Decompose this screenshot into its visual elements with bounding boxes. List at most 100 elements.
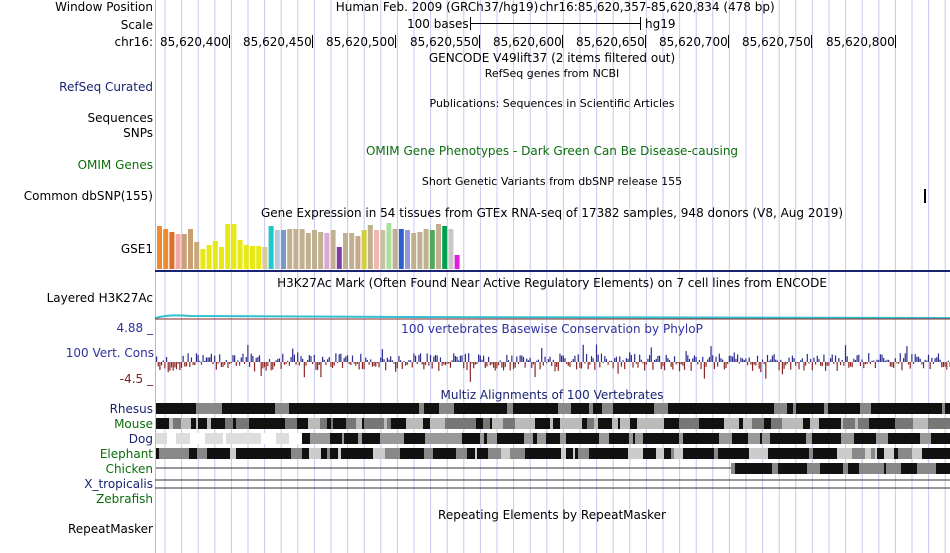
cons-bar-positive — [456, 356, 458, 362]
cons-bar-positive — [287, 360, 289, 362]
species-label-elephant[interactable]: Elephant — [99, 447, 153, 461]
cons-bar-positive — [307, 360, 309, 362]
multiz-block — [308, 418, 320, 429]
multiz-block — [907, 403, 920, 414]
cons-bar-negative — [869, 362, 871, 365]
position-text[interactable]: chr16:85,620,357-85,620,834 (478 bp) — [539, 0, 775, 14]
multiz-block — [258, 448, 263, 459]
cons-bar-positive — [250, 353, 252, 362]
species-label-mouse[interactable]: Mouse — [114, 417, 153, 431]
cons-bar-positive — [300, 356, 302, 362]
multiz-block — [582, 418, 587, 429]
multiz-block — [589, 448, 596, 459]
cons-bar-negative — [267, 362, 269, 367]
multiz-block — [462, 433, 464, 444]
cons-bar-negative — [273, 362, 276, 367]
multiz-block — [865, 448, 871, 459]
repeat-track-title[interactable]: Repeating Elements by RepeatMasker — [438, 508, 666, 522]
cons-track-label[interactable]: 100 Vert. Cons — [65, 346, 154, 360]
cons-bar-positive — [419, 353, 422, 362]
cons-bar-negative — [898, 362, 900, 364]
cons-bar-positive — [640, 359, 642, 362]
multiz-block — [739, 418, 743, 429]
cons-bar-positive — [479, 355, 481, 362]
pubs-track-label-snps[interactable]: SNPs — [123, 126, 153, 140]
multiz-block — [424, 448, 433, 459]
cons-bar-positive — [232, 355, 234, 362]
multiz-block — [650, 403, 654, 414]
omim-track-title[interactable]: OMIM Gene Phenotypes - Dark Green Can Be… — [365, 144, 739, 158]
cons-bar-positive — [649, 355, 651, 362]
multiz-block — [637, 403, 650, 414]
cons-bar-negative — [315, 362, 317, 370]
multiz-block — [942, 403, 945, 414]
species-label-xtropicalis[interactable]: X_tropicalis — [84, 477, 153, 491]
multiz-block — [841, 433, 854, 444]
cons-track-title[interactable]: 100 vertebrates Basewise Conservation by… — [401, 322, 703, 336]
multiz-block — [928, 418, 938, 429]
species-label-chicken[interactable]: Chicken — [105, 462, 153, 476]
multiz-block — [628, 448, 643, 459]
cons-bar-positive — [876, 359, 878, 362]
multiz-block — [282, 448, 291, 459]
cons-bar-positive — [597, 354, 599, 362]
gtex-bar — [299, 229, 305, 269]
multiz-block — [330, 448, 333, 459]
cons-bar-negative — [746, 362, 749, 366]
cons-bar-positive — [788, 357, 790, 362]
gencode-track-title[interactable]: GENCODE V49lift37 (2 items filtered out) — [428, 51, 676, 65]
snp-marker[interactable] — [924, 189, 926, 203]
multiz-block — [409, 448, 424, 459]
cons-bar-positive — [685, 351, 687, 362]
pubs-track-label-sequences[interactable]: Sequences — [87, 111, 153, 125]
multiz-block — [525, 448, 528, 459]
repeat-track-label[interactable]: RepeatMasker — [67, 522, 153, 536]
h3k27-track-label[interactable]: Layered H3K27Ac — [46, 291, 153, 305]
cons-bar-negative — [551, 362, 553, 366]
gtex-track-label[interactable]: GSE1 — [120, 242, 153, 256]
gtex-bar — [330, 230, 336, 269]
cons-bar-positive — [225, 359, 227, 362]
cons-bar-positive — [730, 355, 732, 362]
species-label-rhesus[interactable]: Rhesus — [109, 402, 153, 416]
refseq-track-label[interactable]: RefSeq Curated — [59, 80, 153, 94]
multiz-block — [770, 433, 778, 444]
cons-bar-positive — [841, 359, 843, 362]
h3k27-track-title[interactable]: H3K27Ac Mark (Often Found Near Active Re… — [277, 276, 827, 290]
multiz-block — [333, 418, 346, 429]
multiz-block — [805, 448, 809, 459]
multiz-block — [917, 463, 926, 474]
gtex-bar — [256, 246, 262, 269]
cons-bar-negative — [556, 362, 558, 367]
pubs-track-title[interactable]: Publications: Sequences in Scientific Ar… — [429, 97, 675, 110]
gtex-bar — [454, 255, 460, 269]
omim-track-label[interactable]: OMIM Genes — [77, 158, 153, 172]
gtex-track-title[interactable]: Gene Expression in 54 tissues from GTEx … — [260, 206, 844, 220]
cons-bar-positive — [919, 358, 921, 362]
multiz-block — [683, 433, 690, 444]
multiz-track-title[interactable]: Multiz Alignments of 100 Vertebrates — [440, 388, 664, 402]
species-label-dog[interactable]: Dog — [128, 432, 153, 446]
multiz-block — [385, 448, 400, 459]
cons-bar-positive — [654, 359, 656, 362]
multiz-block — [289, 433, 302, 444]
cons-bar-negative — [230, 362, 232, 364]
multiz-block — [698, 448, 706, 459]
cons-bar-positive — [693, 355, 696, 362]
dbsnp-track-title[interactable]: Short Genetic Variants from dbSNP releas… — [421, 175, 683, 188]
cons-bar-positive — [947, 360, 950, 362]
multiz-block — [837, 403, 847, 414]
cons-bar-negative — [763, 362, 765, 365]
multiz-block — [385, 403, 400, 414]
gtex-bar — [429, 230, 435, 269]
cons-bar-negative — [546, 362, 548, 364]
gtex-bar — [386, 223, 392, 269]
species-label-zebrafish[interactable]: Zebrafish — [96, 492, 153, 506]
cons-bar-negative — [235, 362, 237, 366]
dbsnp-track-label[interactable]: Common dbSNP(155) — [23, 189, 153, 203]
cons-bar-positive — [741, 358, 744, 362]
cons-bar-negative — [652, 362, 654, 370]
cons-bar-negative — [874, 362, 876, 369]
refseq-track-title[interactable]: RefSeq genes from NCBI — [484, 67, 620, 80]
cons-bar-negative — [448, 362, 450, 364]
